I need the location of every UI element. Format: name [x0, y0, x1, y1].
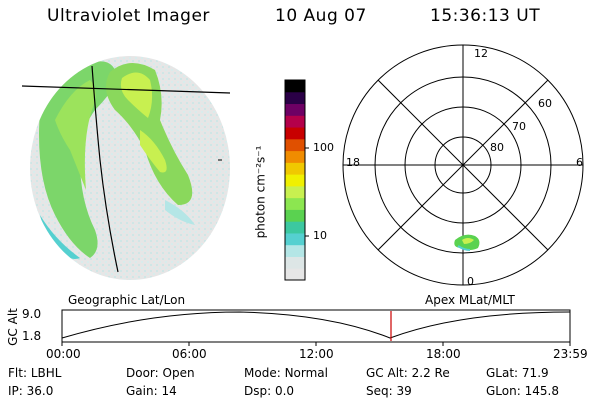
orbit-xtick-0: 00:00: [46, 347, 81, 361]
apex-panel-label: Apex MLat/MLT: [425, 293, 515, 307]
status-door: Door: Open: [126, 366, 195, 380]
ip-label: IP:: [8, 384, 23, 398]
orbit-xtick-4: 23:59: [553, 347, 588, 361]
colorbar-band: [285, 268, 305, 281]
colorbar-band: [285, 91, 305, 105]
orbit-ytick-bottom: 1.8: [22, 329, 42, 343]
status-glat: GLat: 71.9: [486, 366, 549, 380]
mlt-label-0: 0: [467, 275, 474, 288]
mlat-label-80: 80: [490, 141, 504, 154]
door-value: Open: [162, 366, 195, 380]
image-time: 15:36:13 UT: [430, 6, 541, 26]
colorbar-band: [285, 256, 305, 269]
geographic-panel-label: Geographic Lat/Lon: [68, 293, 186, 307]
glon-value: 145.8: [524, 384, 559, 398]
mlt-label-6: 6: [576, 156, 583, 169]
status-glon: GLon: 145.8: [486, 384, 559, 398]
status-mode: Mode: Normal: [244, 366, 328, 380]
status-flt: Flt: LBHL: [8, 366, 61, 380]
gc-alt-label: GC Alt:: [366, 366, 408, 380]
colorbar-band: [285, 209, 305, 222]
ip-value: 36.0: [26, 384, 54, 398]
gain-value: 14: [161, 384, 177, 398]
colorbar-band: [285, 115, 305, 128]
mode-value: Normal: [284, 366, 328, 380]
colorbar-band: [285, 221, 305, 234]
colorbar-band: [285, 185, 305, 199]
colorbar-tick-100: 100: [313, 141, 334, 154]
colorbar-band: [285, 174, 305, 187]
orbit-xtick-1: 06:00: [172, 347, 207, 361]
image-date: 10 Aug 07: [275, 6, 367, 26]
colorbar-band: [285, 197, 305, 210]
colorbar-band: [285, 127, 305, 140]
orbit-ylabel: GC Alt: [5, 308, 20, 346]
status-seq: Seq: 39: [366, 384, 412, 398]
mlt-label-18: 18: [346, 156, 360, 169]
mlat-label-70: 70: [512, 120, 526, 133]
glat-label: GLat:: [486, 366, 519, 380]
instrument-title: Ultraviolet Imager: [47, 6, 210, 26]
seq-value: 39: [396, 384, 412, 398]
glon-label: GLon:: [486, 384, 521, 398]
flt-label: Flt:: [8, 366, 27, 380]
colorbar-band: [285, 150, 305, 163]
colorbar-band: [285, 138, 305, 152]
colorbar-band: [285, 162, 305, 175]
colorbar-tick-10: 10: [313, 229, 327, 242]
dsp-value: 0.0: [274, 384, 295, 398]
status-ip: IP: 36.0: [8, 384, 53, 398]
dsp-label: Dsp:: [244, 384, 272, 398]
mlat-label-60: 60: [538, 97, 552, 110]
colorbar-band: [285, 244, 305, 257]
status-gain: Gain: 14: [126, 384, 177, 398]
orbit-xtick-2: 12:00: [299, 347, 334, 361]
gc-alt-value: 2.2 Re: [411, 366, 450, 380]
mlt-label-12: 12: [474, 47, 488, 60]
orbit-xtick-3: 18:00: [426, 347, 461, 361]
colorbar-band: [285, 232, 305, 246]
status-gc-alt: GC Alt: 2.2 Re: [366, 366, 450, 380]
seq-label: Seq:: [366, 384, 393, 398]
colorbar-band: [285, 80, 305, 93]
colorbar-band: [285, 103, 305, 116]
flt-value: LBHL: [30, 366, 62, 380]
glat-value: 71.9: [521, 366, 549, 380]
door-label: Door:: [126, 366, 159, 380]
orbit-ytick-top: 9.0: [22, 307, 42, 321]
mode-label: Mode:: [244, 366, 281, 380]
gain-label: Gain:: [126, 384, 158, 398]
status-dsp: Dsp: 0.0: [244, 384, 294, 398]
